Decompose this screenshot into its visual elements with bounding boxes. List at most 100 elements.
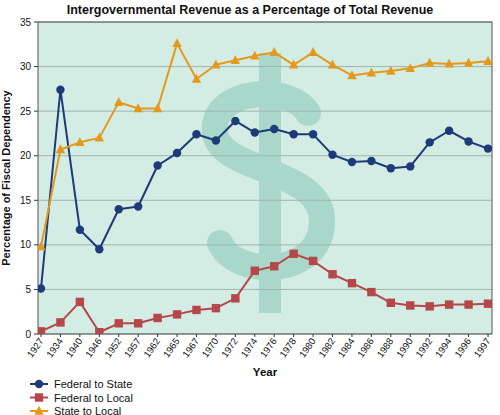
data-point — [153, 161, 161, 169]
data-point — [270, 125, 278, 133]
legend-marker — [35, 393, 43, 401]
x-tick-label: 1986 — [355, 336, 376, 360]
data-point — [95, 328, 103, 334]
grid-line — [38, 66, 492, 67]
data-point — [172, 38, 181, 47]
data-point — [367, 288, 375, 296]
tick — [215, 334, 216, 337]
data-point — [173, 149, 181, 157]
data-point — [445, 127, 453, 135]
tick — [332, 334, 333, 337]
tick — [449, 334, 450, 337]
tick — [274, 334, 275, 337]
tick — [235, 334, 236, 337]
data-point — [95, 133, 104, 142]
grid-line — [38, 155, 492, 156]
data-point — [367, 68, 376, 77]
grid-line — [38, 200, 492, 201]
data-point — [367, 157, 375, 165]
series-line — [41, 254, 488, 332]
tick — [34, 111, 38, 112]
tick — [371, 334, 372, 337]
data-point — [231, 294, 239, 302]
grid-line — [38, 244, 492, 245]
tick — [410, 334, 411, 337]
data-point — [76, 298, 84, 306]
data-point — [192, 306, 200, 314]
data-point — [38, 284, 45, 292]
data-point — [348, 158, 356, 166]
tick — [138, 334, 139, 337]
x-tick-label: 1927 — [25, 336, 46, 360]
data-point — [289, 250, 297, 258]
data-point — [76, 226, 84, 234]
y-tick-label: 10 — [20, 239, 32, 250]
data-point — [309, 257, 317, 265]
tick — [157, 334, 158, 337]
data-point — [133, 103, 142, 112]
data-point — [251, 267, 259, 275]
tick — [118, 334, 119, 337]
x-tick-label: 1996 — [452, 336, 473, 360]
data-point — [289, 60, 298, 69]
data-point — [348, 279, 356, 287]
data-point — [212, 136, 220, 144]
data-point — [444, 59, 453, 68]
x-tick-label: 1997 — [472, 336, 493, 360]
tick — [34, 66, 38, 67]
x-tick-label: 1980 — [297, 336, 318, 360]
y-axis-label: Percentage of Fiscal Dependency — [0, 89, 12, 265]
series-line — [41, 43, 488, 246]
data-point — [386, 66, 395, 75]
tick — [177, 334, 178, 337]
data-point — [464, 58, 473, 67]
data-point — [115, 205, 123, 213]
y-tick-label: 30 — [20, 61, 32, 72]
tick — [351, 334, 352, 337]
x-tick-label: 1946 — [83, 336, 104, 360]
data-point — [464, 300, 472, 308]
x-tick-label: 1974 — [238, 336, 259, 360]
x-tick-label: 1940 — [63, 336, 84, 360]
legend-label: Federal to Local — [54, 392, 133, 404]
data-point — [211, 60, 220, 69]
grid-line — [38, 289, 492, 290]
data-point — [231, 55, 240, 64]
data-point — [56, 144, 65, 153]
data-point — [406, 162, 414, 170]
data-point — [192, 130, 200, 138]
data-point — [114, 97, 123, 106]
x-tick-label: 1970 — [199, 336, 220, 360]
data-point — [192, 74, 201, 83]
tick — [60, 334, 61, 337]
x-tick-label: 1992 — [413, 336, 434, 360]
data-point — [38, 241, 46, 250]
data-point — [75, 137, 84, 146]
tick — [34, 155, 38, 156]
data-point — [328, 270, 336, 278]
data-point — [289, 130, 297, 138]
x-axis-label: Year — [253, 366, 278, 378]
data-point — [134, 319, 142, 327]
x-tick-label: 1984 — [335, 336, 356, 360]
x-tick-label: 1972 — [219, 336, 240, 360]
data-point — [445, 300, 453, 308]
data-point — [347, 70, 356, 79]
data-point — [484, 299, 492, 307]
x-tick-label: 1967 — [180, 336, 201, 360]
tick — [79, 334, 80, 337]
legend-marker — [34, 406, 43, 415]
y-tick-label: 25 — [20, 106, 32, 117]
series-line — [41, 90, 488, 289]
data-point — [56, 318, 64, 326]
tick — [313, 334, 314, 337]
data-point — [425, 138, 433, 146]
x-tick-label: 1934 — [44, 336, 65, 360]
x-tick-label: 1962 — [141, 336, 162, 360]
tick — [429, 334, 430, 337]
x-tick-label: 1994 — [433, 336, 454, 360]
data-point — [251, 128, 259, 136]
tick — [293, 334, 294, 337]
data-point — [308, 47, 317, 56]
legend-label: Federal to State — [54, 378, 132, 390]
